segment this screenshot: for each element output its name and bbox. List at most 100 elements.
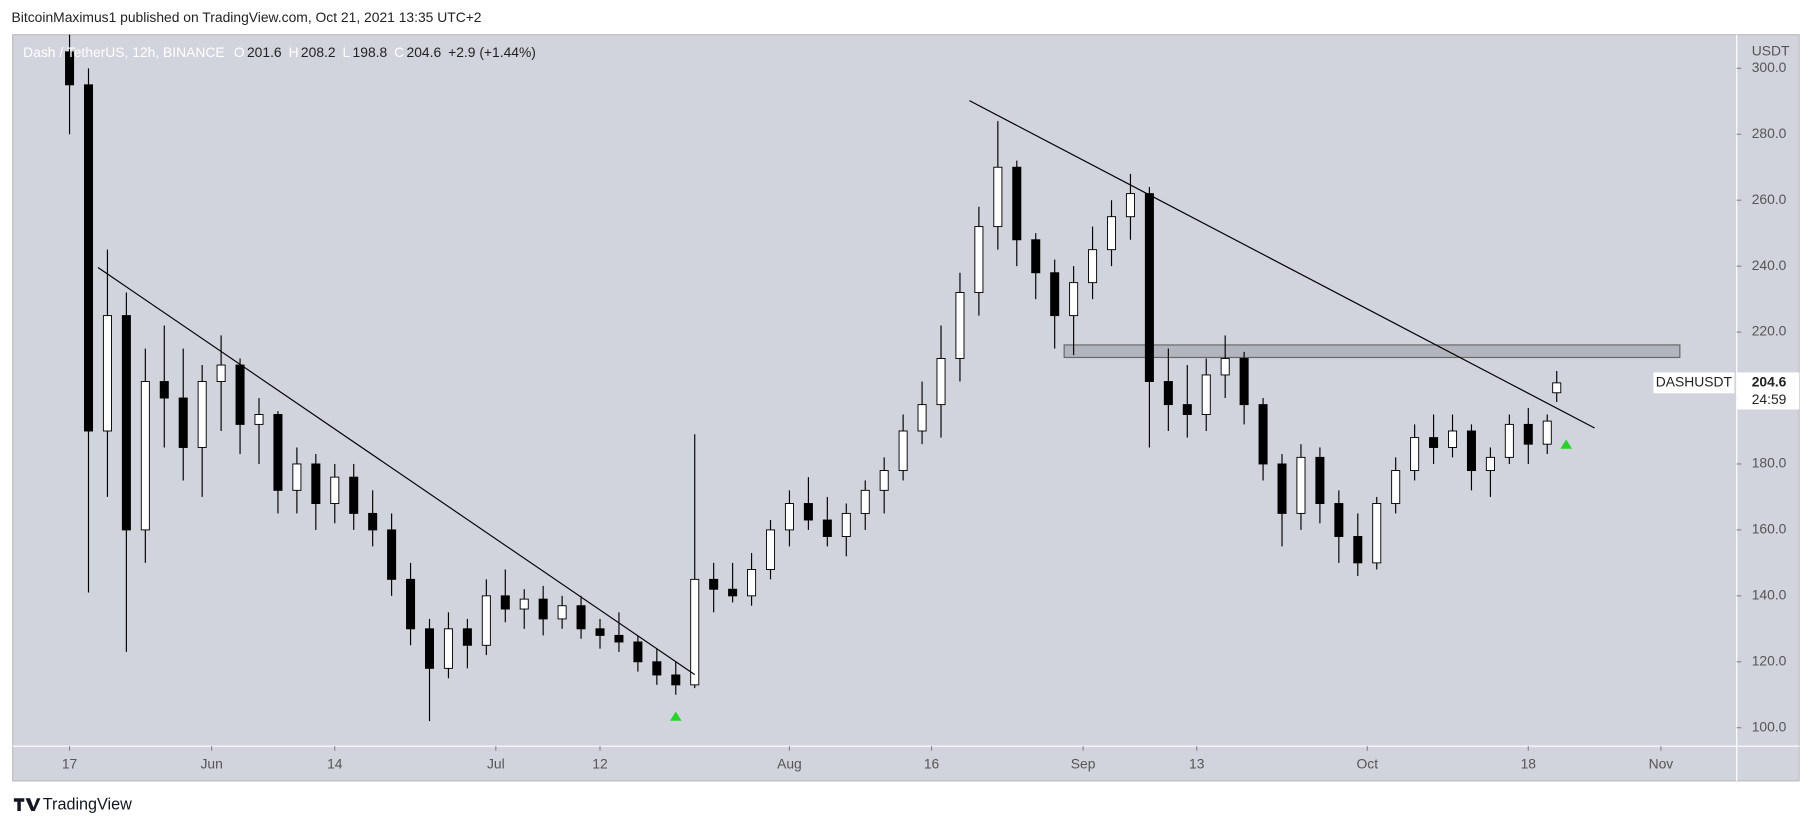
candle-body (1448, 430, 1458, 448)
y-tick-label: 300.0 (1752, 59, 1787, 75)
candle-body (1334, 503, 1344, 537)
x-tick-label: 12 (592, 755, 608, 771)
candle-body (1485, 456, 1495, 472)
candle-body (841, 512, 851, 537)
candle-body (652, 661, 662, 676)
candle-body (860, 489, 870, 514)
candle-body (1353, 536, 1363, 564)
candle-body (879, 470, 889, 491)
candle-body (406, 578, 416, 630)
candle-body (671, 674, 681, 686)
candle-body (519, 598, 529, 610)
y-tick-label: 180.0 (1752, 455, 1787, 471)
legend-symbol: Dash / TetherUS, 12h, BINANCE (23, 44, 225, 60)
x-tick-label: Aug (777, 755, 802, 771)
legend-field-label: L (343, 44, 351, 60)
candle-body (1069, 282, 1079, 317)
legend-field-label: H (289, 44, 299, 60)
x-tick-label: Jun (200, 755, 222, 771)
candle-body (974, 226, 984, 293)
candle-body (83, 84, 94, 432)
candle-body (197, 381, 207, 448)
candle-body (728, 588, 738, 597)
candle-body (254, 414, 264, 425)
y-tick-label: 160.0 (1752, 521, 1787, 537)
candle-body (121, 315, 131, 531)
candle-body (1542, 420, 1552, 445)
candle-body (330, 476, 340, 504)
candle-body (443, 628, 453, 669)
candle-body (1107, 216, 1117, 251)
price-tag-countdown: 24:59 (1752, 391, 1787, 407)
candle-body (898, 430, 908, 472)
axis-label: USDT (1752, 43, 1790, 59)
candle-body (1258, 404, 1268, 465)
candle-body (500, 595, 510, 610)
marker (1560, 439, 1572, 449)
candle-body (1050, 272, 1060, 317)
candle-body (140, 381, 150, 531)
candle-body (709, 578, 719, 590)
candle-body (311, 463, 321, 504)
candle-body (235, 364, 245, 425)
legend-field-value: 204.6 (407, 44, 442, 60)
x-tick-label: Jul (487, 755, 505, 771)
symbol-tag-box (1653, 372, 1735, 394)
candle-body (273, 414, 283, 491)
candle-body (1552, 382, 1562, 394)
x-tick-label: 16 (924, 755, 940, 771)
candle-body (955, 292, 965, 359)
candle-body (822, 519, 832, 537)
candle-body (1504, 423, 1514, 458)
candle-body (1031, 239, 1041, 274)
candle-body (1220, 357, 1230, 376)
candle-body (65, 51, 75, 86)
x-tick-label: 14 (327, 755, 343, 771)
candle-body (633, 641, 643, 663)
y-tick-label: 220.0 (1752, 323, 1787, 339)
legend-field-value: 208.2 (301, 44, 336, 60)
x-tick-label: 18 (1521, 755, 1537, 771)
candle-body (1391, 470, 1401, 504)
x-tick-label: Nov (1649, 755, 1674, 771)
candle-body (936, 357, 946, 406)
candle-body (1410, 437, 1420, 472)
y-tick-label: 120.0 (1752, 652, 1787, 668)
legend: Dash / TetherUS, 12h, BINANCE O 201.6 H 208.… (23, 44, 536, 60)
candle-body (614, 634, 624, 643)
x-tick-label: 13 (1189, 755, 1205, 771)
logo (13, 798, 41, 811)
legend-field-value: 201.6 (247, 44, 282, 60)
candle-body (462, 628, 472, 646)
candle-body (803, 503, 813, 521)
candle-body (747, 568, 757, 597)
plot (65, 34, 1681, 722)
candle-body (349, 476, 359, 514)
legend-field-value: 198.8 (353, 44, 388, 60)
trendline (97, 266, 696, 676)
candle-body (765, 529, 776, 570)
candle-body (1125, 193, 1135, 218)
price-tag-value: 204.6 (1752, 374, 1787, 390)
x-tick-label: Oct (1356, 755, 1378, 771)
y-tick-label: 240.0 (1752, 257, 1787, 273)
candle-body (1182, 404, 1192, 415)
footer: TradingView (43, 795, 132, 813)
price-tag-box (1736, 372, 1800, 410)
candle-body (1088, 249, 1098, 284)
y-tick-label: 260.0 (1752, 191, 1787, 207)
candle-body (1239, 357, 1249, 406)
axes: 100.0120.0140.0160.0180.0200.0220.0240.0… (62, 59, 1800, 771)
candle-body (178, 397, 188, 448)
candle-body (387, 529, 397, 580)
zone (1063, 344, 1681, 359)
candle-body (576, 605, 586, 630)
candle-body (595, 628, 605, 636)
trendline (969, 100, 1595, 429)
candle-body (159, 381, 169, 399)
y-tick-label: 280.0 (1752, 125, 1787, 141)
header: BitcoinMaximus1 published on TradingView… (12, 9, 482, 25)
candle-body (1277, 463, 1287, 514)
